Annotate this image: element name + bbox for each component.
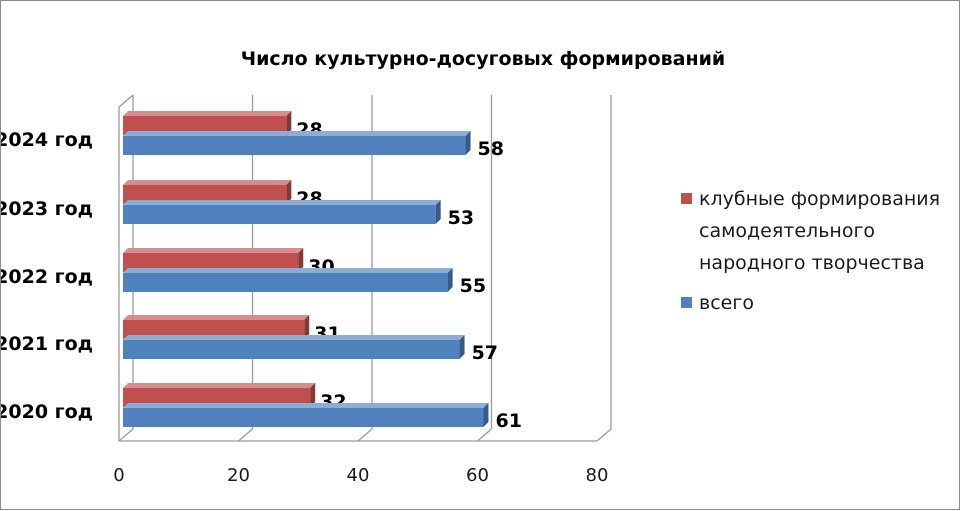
category-label: 2023 год: [1, 198, 93, 220]
bar: [123, 340, 460, 359]
bar-top-face: [123, 111, 292, 116]
legend-label-total: всего: [699, 292, 754, 314]
floor-line: [238, 428, 253, 442]
data-label: 57: [472, 342, 498, 364]
floor-line: [118, 428, 134, 442]
bar: [123, 116, 287, 135]
bar: [123, 388, 311, 407]
category-label: 2024 год: [1, 129, 93, 151]
bar: [123, 136, 466, 155]
bar-top-face: [123, 403, 489, 408]
legend-swatch-total: [681, 297, 692, 308]
bar-end-face: [304, 315, 310, 339]
bar-top-face: [123, 180, 292, 185]
x-tick-label: 20: [227, 465, 250, 486]
bar-top-face: [123, 268, 453, 273]
data-label: 55: [460, 275, 486, 297]
bar-end-face: [310, 383, 316, 407]
left-wall-top: [118, 94, 134, 108]
bar-top-face: [123, 200, 441, 205]
bar-end-face: [459, 335, 465, 359]
bar-end-face: [298, 248, 304, 272]
category-label: 2021 год: [1, 333, 93, 355]
legend-label-club: клубные формирования самодеятельного нар…: [699, 188, 941, 274]
bar-top-face: [123, 335, 465, 340]
bar: [123, 273, 448, 292]
category-label: 2022 год: [1, 266, 93, 288]
chart-title: Число культурно-досуговых формирований: [241, 48, 726, 70]
bar-end-face: [447, 268, 453, 292]
legend-swatch-club: [681, 193, 692, 204]
bar-end-face: [465, 131, 471, 155]
bar-top-face: [123, 315, 310, 320]
bar: [123, 253, 299, 272]
bar-end-face: [286, 180, 292, 204]
category-label: 2020 год: [1, 401, 93, 423]
x-tick-label: 0: [113, 465, 124, 486]
bar-end-face: [483, 403, 489, 427]
plot-area: 0 20 40 60 80 2024 год 2023 год 2022 год 2021 го…: [1, 94, 612, 486]
floor-line: [596, 428, 612, 442]
bar-end-face: [286, 111, 292, 135]
bar-end-face: [435, 200, 441, 224]
bar-top-face: [123, 383, 316, 388]
bar: [123, 205, 436, 224]
bar: [123, 185, 287, 204]
legend-item-club: клубные формирования самодеятельного нар…: [681, 183, 960, 279]
bar-top-face: [123, 248, 304, 253]
legend-item-total: всего: [681, 287, 960, 319]
data-label: 58: [478, 138, 504, 160]
data-label: 53: [448, 207, 474, 229]
bar-top-face: [123, 131, 471, 136]
legend: клубные формирования самодеятельного нар…: [681, 183, 960, 319]
data-label: 61: [495, 410, 521, 432]
x-tick-label: 40: [347, 465, 370, 486]
floor-line: [357, 428, 373, 442]
bar: [123, 408, 484, 427]
x-tick-label: 80: [586, 465, 609, 486]
bar: [123, 320, 305, 339]
x-tick-label: 60: [466, 465, 489, 486]
floor-line: [477, 428, 492, 442]
